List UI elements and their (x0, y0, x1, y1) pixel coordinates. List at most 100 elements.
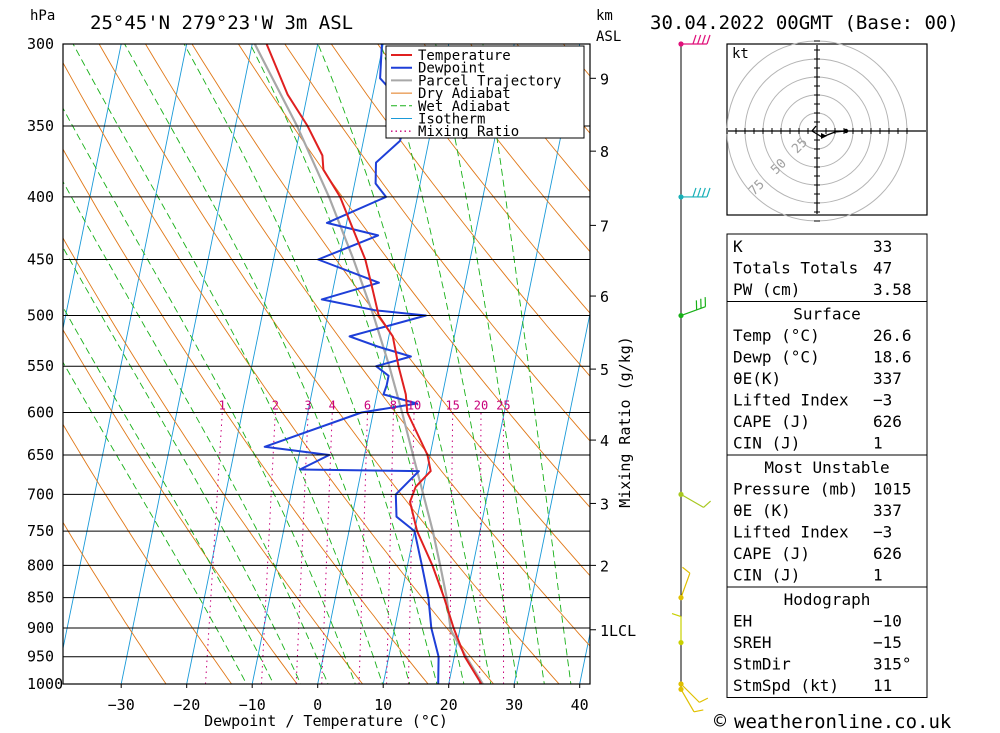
table-row-label: θE(K) (733, 369, 781, 388)
legend-label: Dewpoint (418, 61, 485, 77)
dry-adiabat-line (63, 521, 167, 684)
mixing-ratio-label: 4 (329, 398, 336, 412)
table-row-value: 1 (873, 434, 883, 453)
pressure-tick-label: 1000 (27, 675, 63, 693)
legend-label: Dry Adiabat (418, 86, 511, 102)
storm-motion-marker (821, 133, 827, 139)
sounding-series (253, 44, 485, 684)
x-tick-label: 20 (440, 696, 458, 714)
x-axis-label: Dewpoint / Temperature (°C) (204, 712, 448, 730)
pressure-tick-label: 600 (27, 403, 54, 421)
wind-barb (678, 681, 709, 703)
km-tick-label: 3 (600, 495, 609, 513)
wet-adiabat-line (317, 44, 492, 684)
datetime-title: 30.04.2022 00GMT (Base: 00) (650, 12, 959, 34)
wind-level-dot (678, 639, 684, 646)
table-row-value: 626 (873, 544, 902, 563)
isotherm-line (120, 44, 253, 684)
surface-box-title: Surface (793, 305, 860, 324)
x-tick-label: −10 (239, 696, 266, 714)
km-tick-label: 5 (600, 361, 609, 379)
hodograph-box-title: Hodograph (784, 590, 871, 609)
mixing-ratio-line (205, 412, 223, 684)
table-row-label: Temp (°C) (733, 326, 820, 345)
x-tick-label: 30 (505, 696, 523, 714)
isotherm-line (579, 631, 590, 684)
wind-barb (671, 612, 684, 646)
dewpoint-line (263, 44, 440, 684)
dry-adiabat-line (63, 148, 429, 684)
mixing-ratio-label: 25 (496, 398, 510, 412)
pressure-tick-label: 750 (27, 522, 54, 540)
mixing-ratio-label: 8 (390, 398, 397, 412)
table-row-value: 18.6 (873, 348, 912, 367)
table-row-label: CAPE (J) (733, 412, 810, 431)
temperature-tick-labels: −30 −20 −10 0 10 20 30 40 (108, 684, 589, 714)
table-row-label: Lifted Index (733, 523, 849, 542)
site-name: weatheronline.co.uk (734, 711, 952, 733)
wind-profile (671, 34, 712, 713)
table-row-label: Pressure (mb) (733, 480, 858, 499)
dry-adiabat-line (63, 237, 364, 684)
table-row-value: −10 (873, 612, 902, 631)
dry-adiabat-line (330, 44, 590, 377)
mixing-ratio-line (449, 412, 454, 684)
isotherm-line (0, 0, 10, 710)
km-tick-label: 2 (600, 557, 609, 575)
km-tick-label: 9 (600, 70, 609, 88)
table-row-label: SREH (733, 633, 772, 652)
table-row-label: θE (K) (733, 501, 791, 520)
mixing-ratio-line (321, 412, 333, 684)
pressure-tick-label: 900 (27, 619, 54, 637)
wind-level-dot (678, 41, 684, 47)
table-row-label: StmDir (733, 655, 791, 674)
pressure-unit-label: hPa (30, 8, 55, 24)
table-row-value: −15 (873, 633, 902, 652)
table-row-value: 626 (873, 412, 902, 431)
plot-frame (62, 43, 591, 685)
table-row-value: −3 (873, 391, 892, 410)
copyright-symbol: © (714, 709, 727, 733)
mixing-ratio-label: 3 (305, 398, 312, 412)
km-tick-label: 1LCL (600, 622, 636, 640)
x-tick-label: 40 (571, 696, 589, 714)
wind-barb (678, 686, 704, 713)
legend-label: Temperature (418, 48, 511, 64)
mixing-ratio-label: 15 (445, 398, 459, 412)
indices-tables: K 33 Totals Totals 47 PW (cm) 3.58 Surface Temp… (726, 233, 928, 698)
mixing-ratio-labels: 1 2 3 4 6 8 10 15 20 25 (219, 398, 511, 412)
wind-level-dot (678, 681, 684, 687)
wind-barb (678, 34, 711, 47)
pressure-tick-label: 300 (27, 35, 54, 53)
pressure-tick-label: 500 (27, 307, 54, 325)
table-row-value: 315° (873, 655, 912, 674)
x-tick-label: −30 (108, 696, 135, 714)
wind-level-dot (678, 194, 684, 200)
mixing-ratio-line (295, 412, 309, 684)
legend-label: Parcel Trajectory (418, 73, 561, 89)
mixing-ratio-line (479, 412, 482, 684)
table-row-value: 11 (873, 676, 892, 695)
pressure-tick-label: 650 (27, 446, 54, 464)
dry-adiabat-line (377, 44, 590, 314)
table-row-label: Totals Totals (733, 259, 858, 278)
wind-level-dot (678, 595, 684, 601)
table-row-value: 47 (873, 259, 892, 278)
most-unstable-box-title: Most Unstable (764, 458, 889, 477)
pressure-tick-label: 800 (27, 556, 54, 574)
pressure-tick-label: 700 (27, 485, 54, 503)
mixing-ratio-line (358, 412, 369, 684)
km-tick-label: 4 (600, 432, 609, 450)
pressure-tick-labels: 300 350 400 450 500 550 600 650 700 750 800 850 900 9… (27, 35, 63, 693)
pressure-tick-label: 350 (27, 117, 54, 135)
x-tick-label: 0 (313, 696, 322, 714)
hodograph-box (726, 586, 928, 698)
wet-adiabat-line (63, 107, 356, 684)
table-row-value: −3 (873, 523, 892, 542)
height-tick-labels: 9 8 7 6 5 4 3 2 1LCL (590, 70, 636, 640)
pressure-tick-label: 400 (27, 188, 54, 206)
wind-level-dot (678, 686, 684, 692)
table-row-value: 33 (873, 237, 892, 256)
wind-barb (678, 187, 711, 200)
